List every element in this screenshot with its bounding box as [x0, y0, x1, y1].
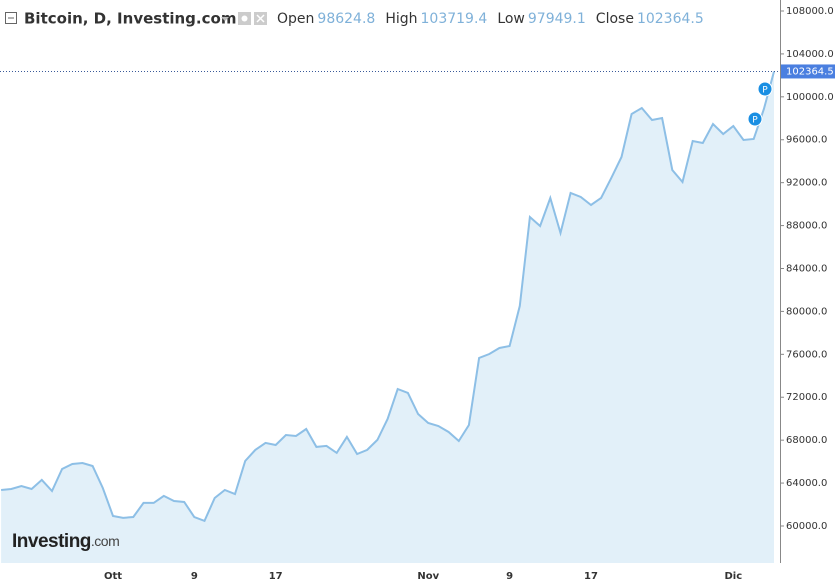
ohlc-value: 97949.1	[528, 11, 586, 27]
logo-name-text: Investing	[12, 531, 91, 552]
logo: Investing.com	[12, 531, 120, 552]
y-tick-label: 88000.0	[786, 221, 827, 232]
y-tick-label: 104000.0	[786, 49, 834, 60]
x-tick-label: 9	[506, 571, 513, 582]
ohlc-label: High	[385, 11, 417, 27]
y-tick-label: 100000.0	[786, 92, 834, 103]
ohlc-label: Low	[497, 11, 525, 27]
logo-suffix: .com	[91, 533, 119, 549]
ohlc-value: 98624.8	[317, 11, 375, 27]
plot	[1, 71, 775, 563]
ohlc-label: Close	[596, 11, 634, 27]
y-tick-label: 76000.0	[786, 349, 827, 360]
y-tick-label: 80000.0	[786, 306, 827, 317]
y-tick-label: 64000.0	[786, 478, 827, 489]
annotation-marker	[757, 81, 773, 97]
price-line	[1, 71, 775, 523]
x-tick-label: Ott	[104, 571, 122, 582]
header: Bitcoin, D, Investing.com	[5, 10, 267, 28]
close-icon-x	[256, 14, 265, 23]
y-tick-label: 68000.0	[786, 435, 827, 446]
x-tick-label: Nov	[417, 571, 439, 582]
ohlc-value: 102364.5	[637, 11, 704, 27]
annotation-label: P	[752, 116, 758, 126]
ohlc-label: Open	[277, 11, 314, 27]
y-tick-label: 84000.0	[786, 263, 827, 274]
y-tick-label: 96000.0	[786, 135, 827, 146]
dropdown-caret[interactable]	[221, 17, 229, 21]
last-price-label: 102364.5	[786, 66, 834, 77]
y-tick-label: 60000.0	[786, 521, 827, 532]
x-tick-label: Dic	[725, 571, 743, 582]
area-fill	[1, 71, 775, 563]
y-tick-label: 108000.0	[786, 6, 834, 17]
chart-title: Bitcoin, D, Investing.com	[24, 10, 236, 28]
x-tick-label: 17	[269, 571, 283, 582]
annotation-label: P	[762, 86, 768, 96]
x-tick-label: 17	[584, 571, 598, 582]
last-price-box	[781, 64, 835, 79]
x-tick-label: 9	[191, 571, 198, 582]
logo-name: Investing.com	[12, 531, 119, 552]
ohlc-value: 103719.4	[421, 11, 488, 27]
annotation-marker	[747, 111, 763, 127]
y-tick-label: 92000.0	[786, 178, 827, 189]
settings-icon-dot	[241, 15, 248, 22]
y-tick-label: 72000.0	[786, 392, 827, 403]
